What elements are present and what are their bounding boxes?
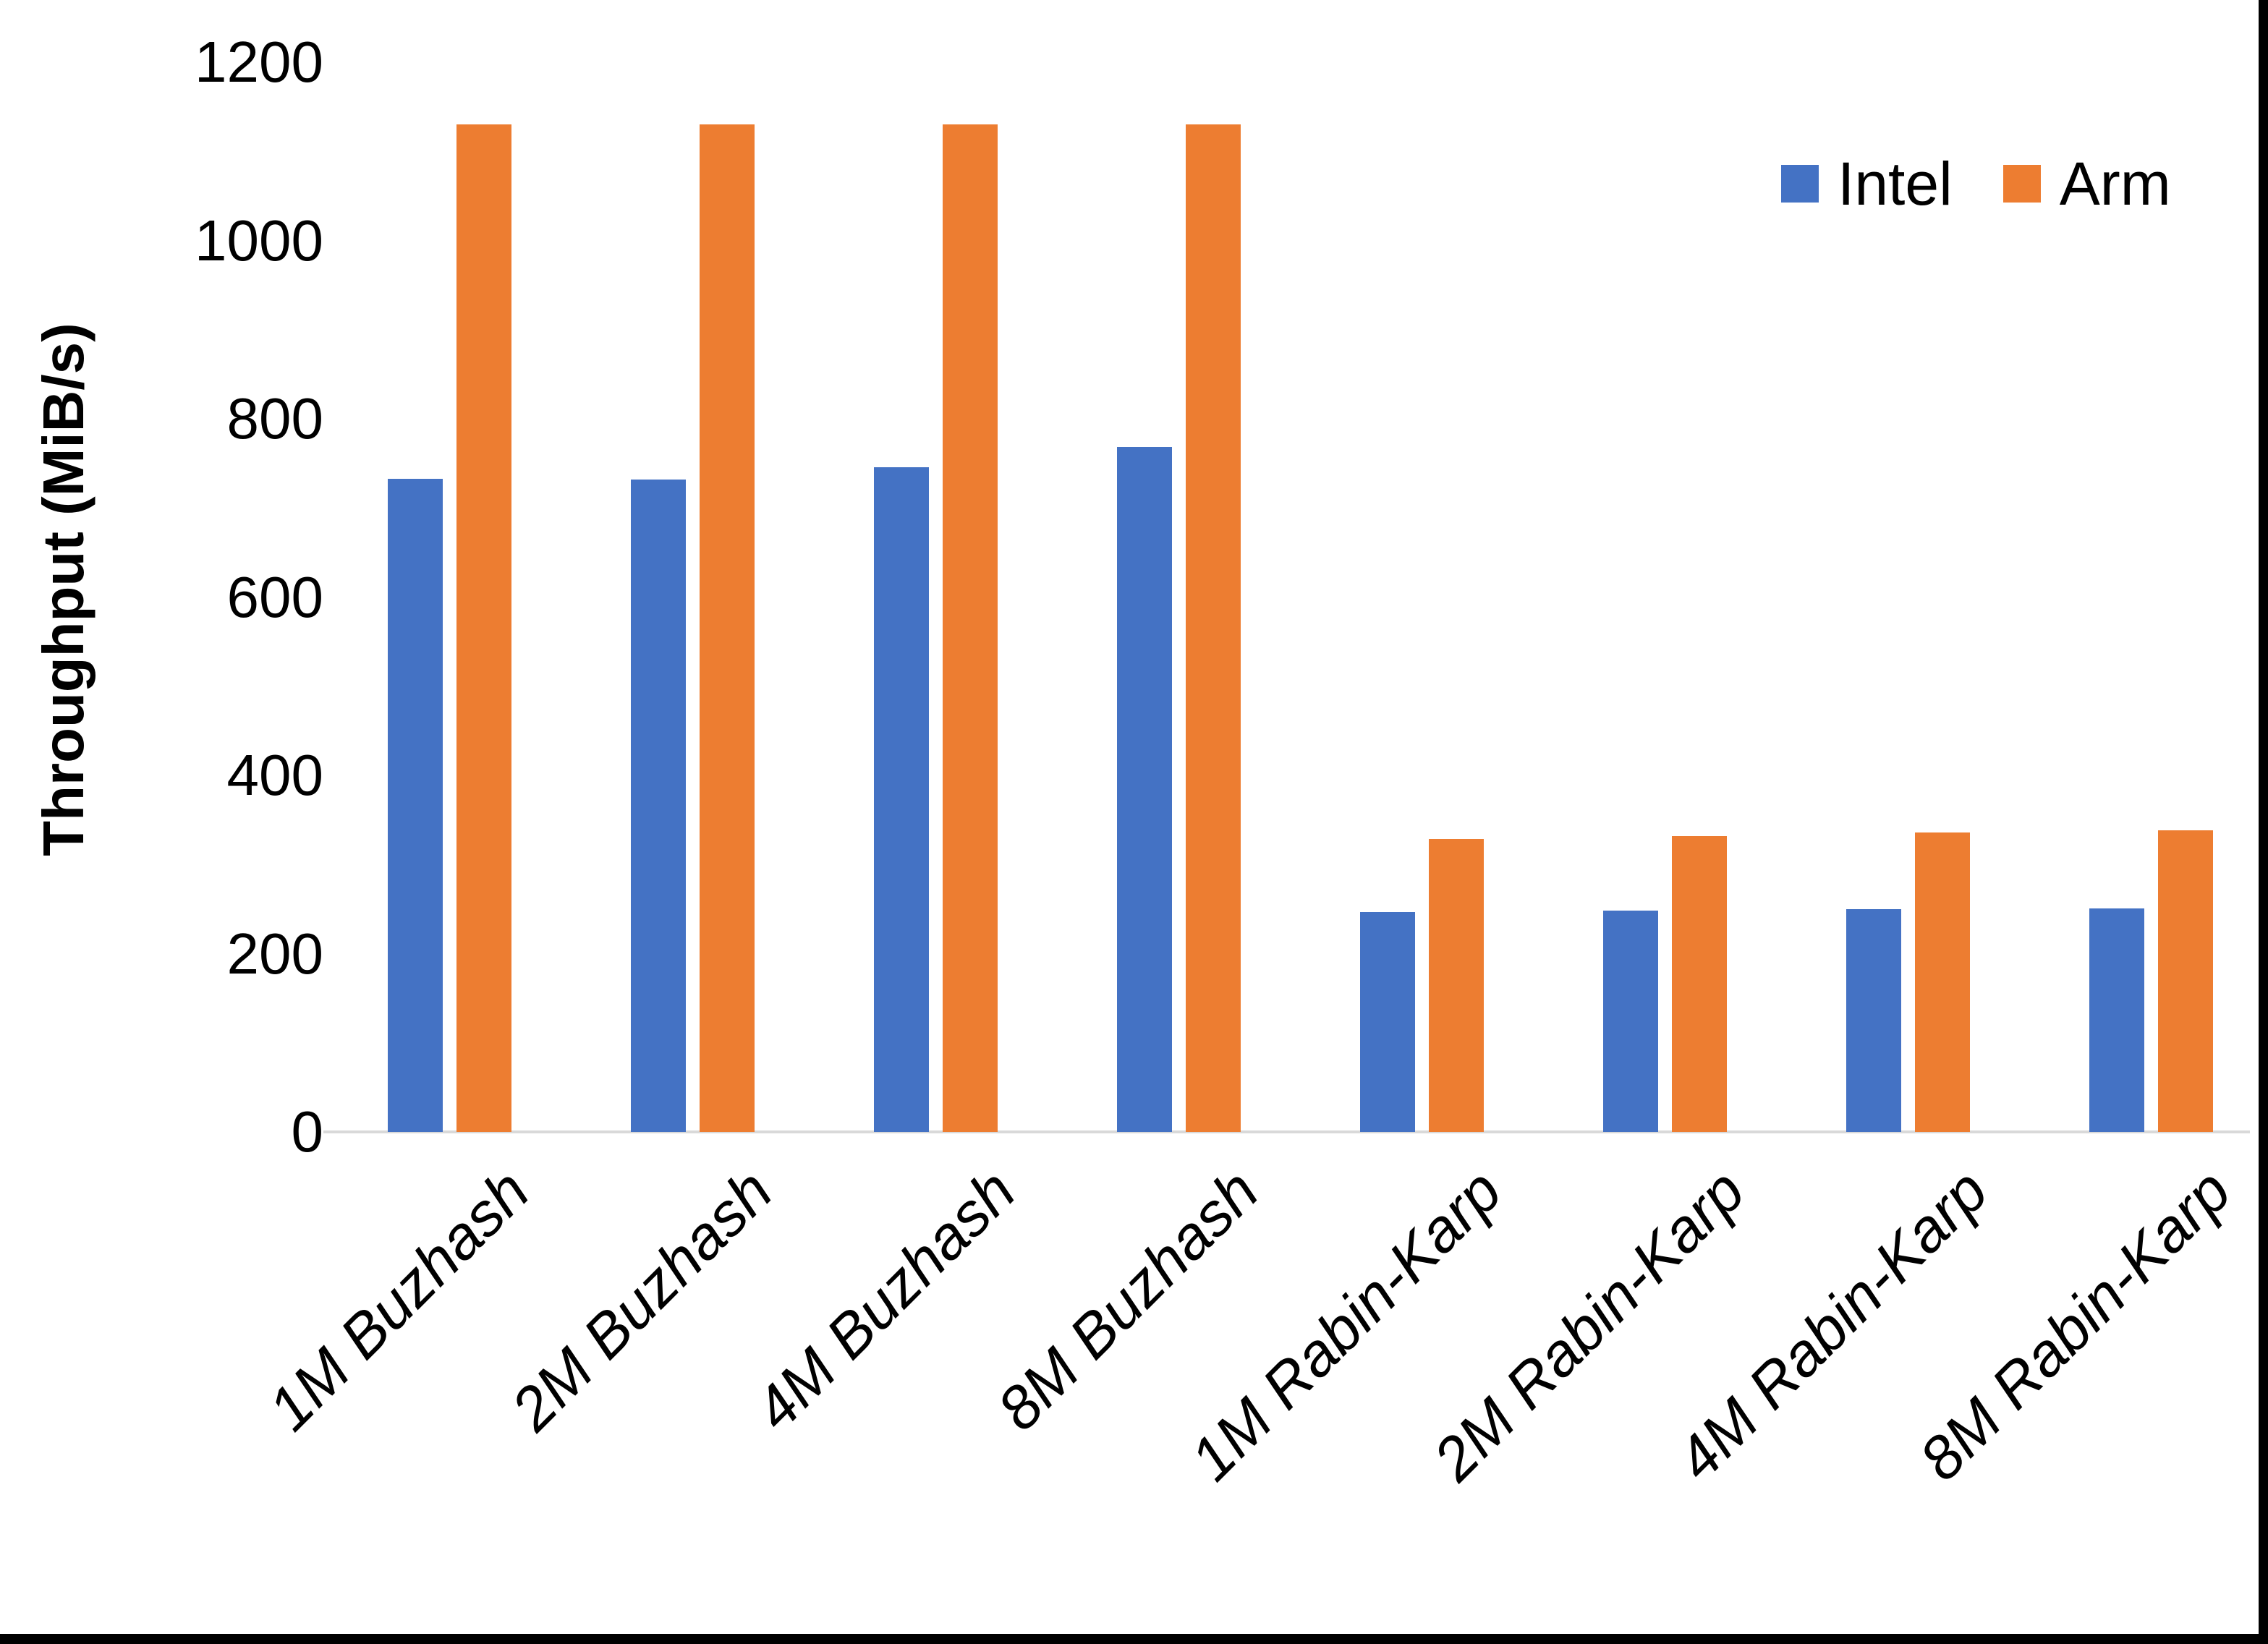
bar-intel-8m-rabin-karp [2089,908,2144,1132]
x-tick-label-4m-buzhash: 4M Buzhash [741,1156,1028,1444]
bar-intel-4m-buzhash [874,467,929,1132]
page-edge-bottom [0,1634,2268,1644]
legend-item-arm: Arm [2002,150,2171,218]
legend-label-arm: Arm [2059,150,2171,218]
y-tick-label-600: 600 [226,564,323,629]
x-tick-label-2m-buzhash: 2M Buzhash [498,1156,785,1444]
y-tick-label-200: 200 [226,921,323,986]
x-axis-line [323,1130,2250,1133]
bar-arm-8m-buzhash [1186,124,1241,1132]
bar-intel-2m-rabin-karp [1603,911,1658,1132]
legend: Intel Arm [1781,153,2171,214]
bar-arm-2m-buzhash [700,124,755,1132]
bar-intel-8m-buzhash [1117,447,1172,1132]
bar-arm-1m-buzhash [456,124,511,1132]
bar-intel-2m-buzhash [631,479,686,1132]
y-tick-label-1000: 1000 [195,208,323,273]
y-tick-label-400: 400 [226,743,323,807]
page-edge-right [2259,0,2268,1644]
x-tick-label-1m-buzhash: 1M Buzhash [255,1156,542,1444]
bar-arm-2m-rabin-karp [1672,835,1727,1132]
bar-arm-8m-rabin-karp [2158,830,2213,1132]
legend-item-intel: Intel [1781,153,1953,214]
y-axis-title: Throughput (MiB/s) [31,323,95,856]
bar-arm-4m-rabin-karp [1915,832,1970,1132]
legend-label-intel: Intel [1838,150,1953,218]
y-tick-label-800: 800 [226,386,323,451]
bar-intel-4m-rabin-karp [1846,908,1901,1132]
bar-intel-1m-rabin-karp [1360,911,1415,1132]
legend-swatch-arm [2002,165,2041,203]
legend-swatch-intel [1781,165,1819,203]
bar-arm-1m-rabin-karp [1429,838,1484,1132]
y-tick-label-0: 0 [291,1099,324,1164]
bar-intel-1m-buzhash [388,478,443,1132]
y-tick-label-1200: 1200 [195,30,323,94]
bar-arm-4m-buzhash [943,124,998,1132]
